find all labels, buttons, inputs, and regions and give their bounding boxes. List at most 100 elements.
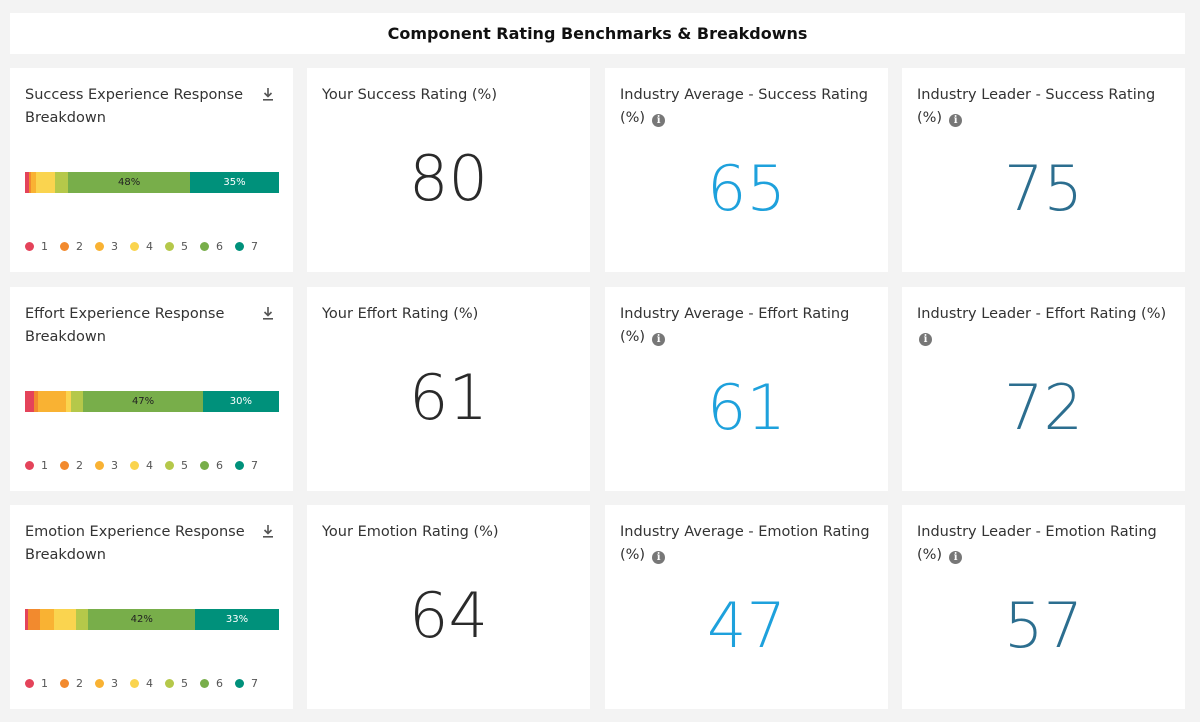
bar-segment-3[interactable] (40, 609, 55, 630)
info-icon[interactable]: i (652, 550, 666, 564)
bar-segment-3[interactable] (37, 391, 66, 412)
info-icon[interactable]: i (949, 113, 963, 127)
legend-label: 5 (181, 677, 188, 690)
legend-dot-icon (95, 679, 104, 688)
legend-dot-icon (235, 461, 244, 470)
legend-dot-icon (165, 461, 174, 470)
legend-item-3[interactable]: 3 (95, 459, 118, 472)
bar-segment-2[interactable] (28, 172, 32, 193)
emotion-yours-title: Your Emotion Rating (%) (322, 521, 576, 544)
bar-segment-3[interactable] (31, 172, 37, 193)
legend-dot-icon (95, 242, 104, 251)
legend-item-3[interactable]: 3 (95, 677, 118, 690)
effort-leader-card: Industry Leader - Effort Rating (%) i 72 (902, 287, 1185, 491)
bar-segment-2[interactable] (27, 609, 41, 630)
legend-dot-icon (25, 679, 34, 688)
legend-item-7[interactable]: 7 (235, 240, 258, 253)
legend-item-2[interactable]: 2 (60, 677, 83, 690)
legend-dot-icon (235, 679, 244, 688)
legend-label: 7 (251, 459, 258, 472)
legend-item-4[interactable]: 4 (130, 459, 153, 472)
emotion-average-value: 47 (707, 589, 786, 662)
legend-label: 3 (111, 459, 118, 472)
legend-item-5[interactable]: 5 (165, 677, 188, 690)
legend-label: 4 (146, 240, 153, 253)
card-title-text: Industry Average - Emotion Rating (%) (620, 524, 870, 563)
success-leader-card: Industry Leader - Success Rating (%) i 75 (902, 68, 1185, 272)
emotion-average-card: Industry Average - Emotion Rating (%) i 47 (605, 505, 888, 709)
bar-segment-5[interactable] (55, 172, 69, 193)
card-title-text: Your Emotion Rating (%) (322, 524, 499, 540)
legend-item-3[interactable]: 3 (95, 240, 118, 253)
effort-leader-value: 72 (1004, 371, 1083, 444)
legend-dot-icon (60, 461, 69, 470)
segment-label: 33% (225, 614, 249, 625)
legend-dot-icon (200, 461, 209, 470)
legend-item-7[interactable]: 7 (235, 459, 258, 472)
bar-segment-2[interactable] (33, 391, 38, 412)
legend-item-5[interactable]: 5 (165, 459, 188, 472)
legend-item-5[interactable]: 5 (165, 240, 188, 253)
emotion-response-bar: 42% 33% (25, 609, 279, 630)
legend-dot-icon (95, 461, 104, 470)
emotion-average-title: Industry Average - Emotion Rating (%) i (620, 521, 874, 566)
effort-yours-card: Your Effort Rating (%) 61 (307, 287, 590, 491)
bar-segment-4[interactable] (65, 391, 71, 412)
legend-label: 5 (181, 459, 188, 472)
legend-label: 6 (216, 240, 223, 253)
bar-segment-4[interactable] (36, 172, 56, 193)
card-title-text: Industry Leader - Effort Rating (%) (917, 306, 1167, 322)
emotion-breakdown-card: Emotion Experience Response Breakdown 42%… (10, 505, 293, 709)
bar-segment-6[interactable]: 42% (88, 609, 196, 630)
bar-segment-6[interactable]: 48% (68, 172, 191, 193)
info-icon[interactable]: i (652, 113, 666, 127)
legend-item-2[interactable]: 2 (60, 459, 83, 472)
success-leader-value: 75 (1004, 152, 1083, 225)
legend-item-4[interactable]: 4 (130, 240, 153, 253)
download-icon[interactable] (261, 523, 275, 539)
legend-dot-icon (130, 679, 139, 688)
card-title-text: Industry Average - Effort Rating (%) (620, 306, 850, 345)
legend-label: 6 (216, 459, 223, 472)
bar-segment-1[interactable] (25, 172, 29, 193)
legend-item-1[interactable]: 1 (25, 677, 48, 690)
card-title-text: Your Success Rating (%) (322, 87, 497, 103)
effort-legend: 1 2 3 4 5 6 7 (25, 459, 270, 472)
emotion-leader-card: Industry Leader - Emotion Rating (%) i 57 (902, 505, 1185, 709)
effort-average-title: Industry Average - Effort Rating (%) i (620, 303, 874, 348)
effort-response-bar: 47% 30% (25, 391, 279, 412)
bar-segment-6[interactable]: 47% (83, 391, 203, 412)
legend-item-1[interactable]: 1 (25, 240, 48, 253)
legend-item-1[interactable]: 1 (25, 459, 48, 472)
segment-label: 42% (130, 614, 153, 625)
legend-item-7[interactable]: 7 (235, 677, 258, 690)
bar-segment-7[interactable]: 33% (195, 609, 279, 630)
info-icon[interactable]: i (652, 332, 666, 346)
info-icon[interactable]: i (919, 332, 932, 346)
emotion-yours-card: Your Emotion Rating (%) 64 (307, 505, 590, 709)
effort-average-card: Industry Average - Effort Rating (%) i 61 (605, 287, 888, 491)
success-leader-title: Industry Leader - Success Rating (%) i (917, 84, 1171, 129)
legend-label: 1 (41, 240, 48, 253)
download-icon[interactable] (261, 305, 275, 321)
legend-item-6[interactable]: 6 (200, 240, 223, 253)
bar-segment-5[interactable] (70, 391, 84, 412)
download-icon[interactable] (261, 86, 275, 102)
legend-item-4[interactable]: 4 (130, 677, 153, 690)
legend-dot-icon (130, 461, 139, 470)
bar-segment-7[interactable]: 30% (202, 391, 279, 412)
legend-label: 7 (251, 677, 258, 690)
bar-segment-1[interactable] (25, 391, 34, 412)
legend-label: 3 (111, 240, 118, 253)
bar-segment-1[interactable] (25, 609, 28, 630)
legend-item-6[interactable]: 6 (200, 459, 223, 472)
card-title-text: Success Experience Response Breakdown (25, 87, 244, 126)
bar-segment-4[interactable] (54, 609, 76, 630)
legend-item-6[interactable]: 6 (200, 677, 223, 690)
info-icon[interactable]: i (949, 550, 963, 564)
bar-segment-5[interactable] (75, 609, 89, 630)
bar-segment-7[interactable]: 35% (190, 172, 279, 193)
success-breakdown-title: Success Experience Response Breakdown (25, 84, 253, 129)
legend-item-2[interactable]: 2 (60, 240, 83, 253)
emotion-breakdown-title: Emotion Experience Response Breakdown (25, 521, 253, 566)
